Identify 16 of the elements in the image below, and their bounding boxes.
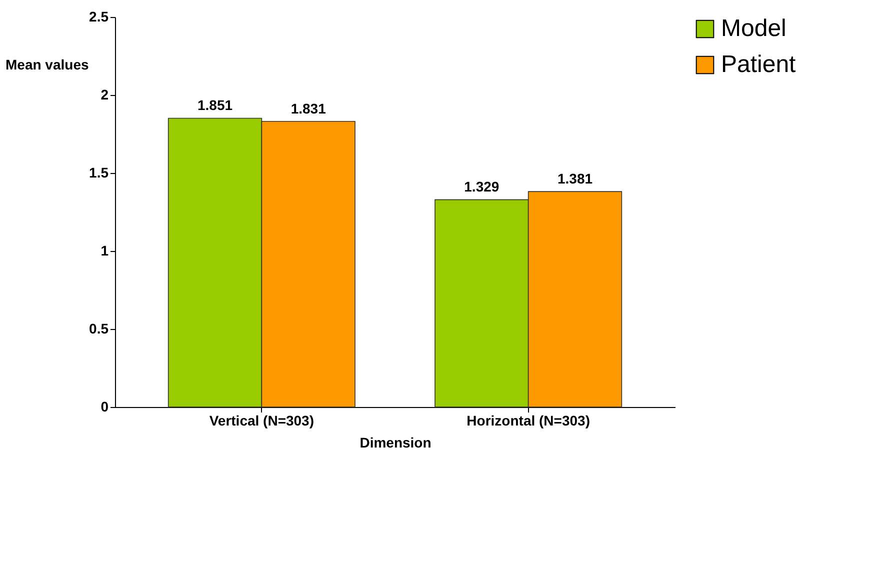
data-label: 1.851	[197, 97, 233, 114]
y-axis-title: Mean values	[6, 56, 89, 72]
x-tick-label: Horizontal (N=303)	[466, 412, 590, 428]
y-tick-label: 1.5	[89, 164, 109, 180]
data-label: 1.381	[557, 170, 593, 187]
x-tick-label: Vertical (N=303)	[209, 412, 314, 428]
y-tick-label: 0.5	[89, 320, 109, 336]
y-tick-label: 2	[100, 86, 109, 102]
data-label: 1.329	[464, 178, 500, 195]
y-tick-label: 2.5	[89, 8, 109, 24]
x-axis-title: Dimension	[360, 434, 432, 450]
legend-label: Patient	[721, 51, 796, 78]
y-tick-label: 1	[100, 242, 109, 258]
y-tick-label: 0	[100, 398, 109, 414]
data-label: 1.831	[290, 100, 326, 116]
legend-label: Model	[721, 15, 786, 42]
